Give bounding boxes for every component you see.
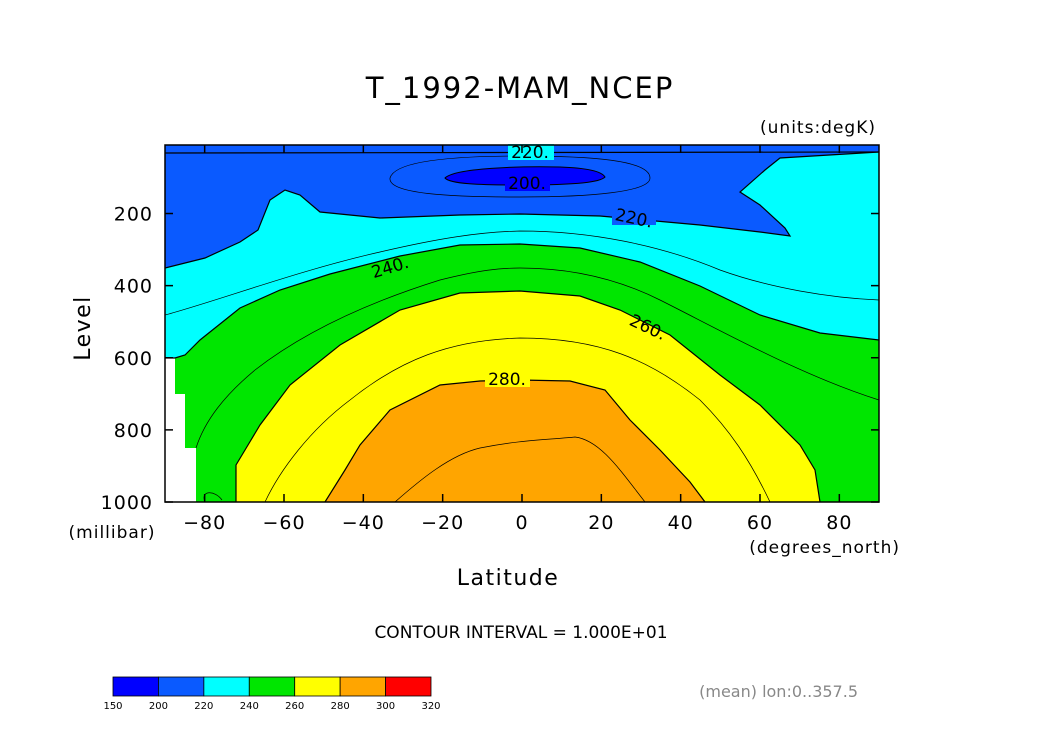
x-axis: −80 −60 −40 −20 0 20 40 60 80 xyxy=(183,145,852,534)
contour-label-280: 280. xyxy=(488,370,526,390)
colorbar-label: 320 xyxy=(421,701,440,712)
colorbar-label: 150 xyxy=(103,701,122,712)
y-tick-label: 1000 xyxy=(101,492,153,514)
band-280-300 xyxy=(325,380,705,502)
colorbar-label: 260 xyxy=(285,701,304,712)
colorbar-label: 280 xyxy=(331,701,350,712)
y-axis: 200 400 600 800 1000 xyxy=(101,204,879,514)
y-units-label: (millibar) xyxy=(69,523,156,543)
contour-bands xyxy=(165,152,879,502)
x-tick-label: 40 xyxy=(668,512,694,534)
y-tick-label: 400 xyxy=(114,276,153,298)
colorbar-swatch xyxy=(294,676,341,697)
chart-title: T_1992-MAM_NCEP xyxy=(365,71,675,105)
missing-data xyxy=(165,358,196,502)
x-axis-title: Latitude xyxy=(457,566,560,591)
y-tick-label: 600 xyxy=(114,348,153,370)
x-tick-label: 0 xyxy=(515,512,528,534)
colorbar: 150 200 220 240 260 280 300 320 xyxy=(103,676,441,712)
x-tick-label: 60 xyxy=(747,512,773,534)
colorbar-swatch xyxy=(339,676,386,697)
y-tick-label: 800 xyxy=(114,420,153,442)
units-label: (units:degK) xyxy=(760,118,876,138)
colorbar-swatch xyxy=(203,676,250,697)
x-tick-label: −60 xyxy=(262,512,305,534)
colorbar-label: 240 xyxy=(240,701,259,712)
colorbar-label: 200 xyxy=(149,701,168,712)
x-tick-label: 80 xyxy=(826,512,852,534)
footer-note: (mean) lon:0..357.5 xyxy=(699,682,858,701)
contour-interval-text: CONTOUR INTERVAL = 1.000E+01 xyxy=(374,623,667,643)
contour-label-200: 200. xyxy=(508,174,546,194)
colorbar-label: 220 xyxy=(194,701,213,712)
plot-area: 220. 200. 220. 240. 260. 280. xyxy=(164,143,880,503)
colorbar-swatch xyxy=(158,676,205,697)
colorbar-swatch xyxy=(248,676,296,697)
x-tick-label: −20 xyxy=(421,512,464,534)
x-tick-label: −80 xyxy=(183,512,226,534)
x-tick-label: −40 xyxy=(342,512,385,534)
colorbar-label: 300 xyxy=(376,701,395,712)
x-tick-label: 20 xyxy=(588,512,614,534)
y-axis-title: Level xyxy=(71,295,96,361)
contour-label-220-top: 220. xyxy=(511,143,549,163)
colorbar-swatch xyxy=(385,676,432,697)
x-units-label: (degrees_north) xyxy=(749,538,900,558)
colorbar-swatch xyxy=(112,676,159,697)
y-tick-label: 200 xyxy=(114,204,153,226)
